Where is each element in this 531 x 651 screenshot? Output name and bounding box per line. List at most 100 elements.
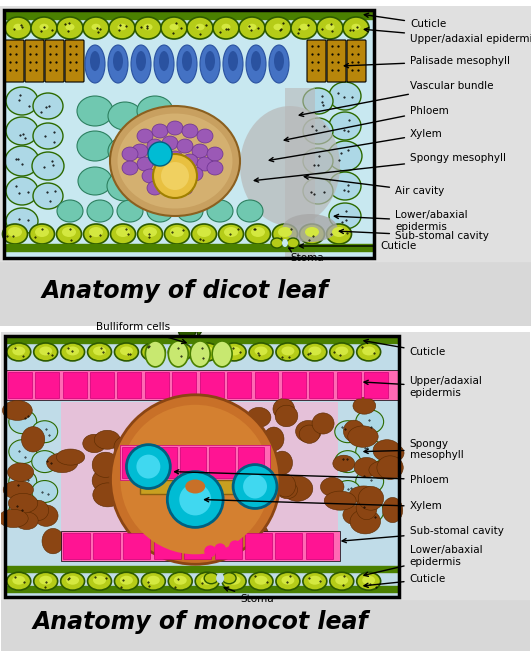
Ellipse shape — [276, 343, 300, 361]
Bar — [6, 586, 398, 592]
Ellipse shape — [309, 346, 321, 355]
Bar — [245, 533, 272, 559]
Ellipse shape — [357, 343, 381, 361]
Ellipse shape — [133, 471, 163, 492]
Bar — [6, 566, 398, 572]
Ellipse shape — [120, 575, 133, 585]
Ellipse shape — [157, 166, 173, 180]
Ellipse shape — [224, 227, 238, 237]
Ellipse shape — [83, 224, 108, 244]
Ellipse shape — [35, 227, 49, 237]
Text: Stoma: Stoma — [224, 587, 273, 604]
Bar — [6, 370, 398, 400]
Ellipse shape — [108, 45, 128, 83]
Ellipse shape — [163, 525, 194, 544]
Ellipse shape — [61, 343, 84, 361]
Ellipse shape — [33, 93, 63, 119]
Ellipse shape — [223, 45, 243, 83]
Ellipse shape — [162, 136, 178, 150]
Polygon shape — [168, 277, 203, 337]
Ellipse shape — [216, 574, 224, 583]
Ellipse shape — [335, 421, 361, 443]
Ellipse shape — [137, 131, 173, 161]
Bar — [282, 372, 306, 398]
Ellipse shape — [147, 139, 163, 153]
Ellipse shape — [28, 500, 49, 521]
Ellipse shape — [272, 224, 297, 244]
Ellipse shape — [275, 405, 298, 426]
Bar — [0, 6, 531, 261]
Ellipse shape — [9, 499, 37, 523]
Ellipse shape — [352, 23, 361, 31]
Ellipse shape — [172, 518, 200, 537]
Polygon shape — [193, 287, 213, 337]
Ellipse shape — [282, 476, 313, 501]
Ellipse shape — [88, 572, 112, 590]
Ellipse shape — [109, 17, 135, 39]
Ellipse shape — [34, 343, 58, 361]
Ellipse shape — [303, 118, 333, 144]
Ellipse shape — [251, 51, 261, 71]
Ellipse shape — [56, 449, 84, 465]
Ellipse shape — [152, 154, 168, 168]
Text: Cuticle: Cuticle — [364, 13, 446, 29]
Bar — [180, 447, 206, 478]
Circle shape — [126, 445, 170, 488]
FancyBboxPatch shape — [5, 40, 24, 82]
Bar — [6, 337, 398, 343]
Ellipse shape — [147, 346, 160, 355]
FancyBboxPatch shape — [25, 40, 44, 82]
Bar — [364, 372, 388, 398]
Ellipse shape — [377, 456, 403, 479]
Ellipse shape — [39, 575, 52, 585]
Ellipse shape — [39, 346, 52, 355]
Ellipse shape — [135, 17, 161, 39]
Ellipse shape — [200, 45, 220, 83]
Ellipse shape — [3, 400, 32, 421]
Bar — [276, 533, 302, 559]
Ellipse shape — [369, 461, 398, 479]
Ellipse shape — [215, 436, 243, 453]
Ellipse shape — [110, 106, 240, 216]
Ellipse shape — [7, 343, 31, 361]
Ellipse shape — [201, 408, 222, 434]
Ellipse shape — [249, 572, 273, 590]
Bar — [306, 533, 333, 559]
Circle shape — [148, 142, 172, 166]
Ellipse shape — [282, 214, 338, 242]
Text: Anatomy of dicot leaf: Anatomy of dicot leaf — [41, 279, 328, 303]
Ellipse shape — [162, 179, 178, 193]
Ellipse shape — [7, 463, 33, 481]
Ellipse shape — [356, 495, 377, 519]
Ellipse shape — [147, 480, 177, 498]
Ellipse shape — [382, 497, 402, 523]
Ellipse shape — [65, 23, 74, 31]
Ellipse shape — [91, 23, 100, 31]
Ellipse shape — [207, 161, 223, 175]
Ellipse shape — [195, 23, 204, 31]
Ellipse shape — [344, 420, 365, 442]
Text: Palisade mesophyll: Palisade mesophyll — [344, 56, 510, 68]
Ellipse shape — [83, 17, 109, 39]
Ellipse shape — [136, 51, 146, 71]
Ellipse shape — [329, 203, 361, 229]
Ellipse shape — [34, 505, 58, 527]
Ellipse shape — [66, 575, 79, 585]
Ellipse shape — [343, 17, 369, 39]
Bar — [1, 599, 530, 651]
Ellipse shape — [305, 227, 319, 237]
Ellipse shape — [356, 439, 383, 464]
Ellipse shape — [12, 575, 25, 585]
Ellipse shape — [9, 409, 37, 434]
Ellipse shape — [110, 224, 135, 244]
Ellipse shape — [8, 493, 38, 513]
Ellipse shape — [9, 439, 37, 464]
Ellipse shape — [154, 45, 174, 83]
Bar — [123, 533, 150, 559]
Text: Trichome: Trichome — [0, 650, 1, 651]
Ellipse shape — [137, 129, 153, 143]
Ellipse shape — [216, 519, 239, 542]
Ellipse shape — [8, 227, 22, 237]
Ellipse shape — [205, 409, 235, 427]
Ellipse shape — [354, 458, 379, 477]
